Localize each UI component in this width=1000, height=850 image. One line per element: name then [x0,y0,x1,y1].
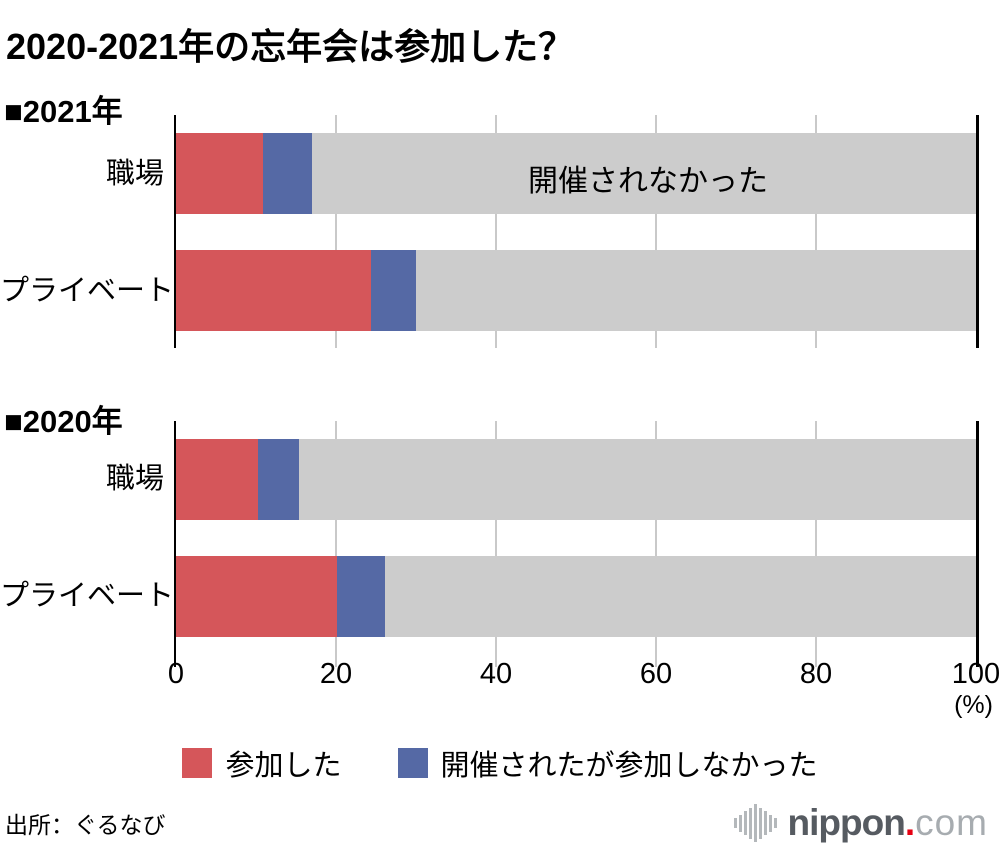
logo-dot: . [904,802,916,843]
gridline-60 [655,115,657,348]
axis-tick-60 [655,653,657,667]
page-title: 2020-2021年の忘年会は参加した？ [6,26,575,68]
axis-tick-label-40: 40 [479,658,513,690]
bar-segment-participated [176,250,372,331]
section-title-2020: ■2020年 [4,403,123,439]
bar-segment-not_held [416,250,976,331]
axis-unit-label: (%) [954,691,993,719]
logo-tld: com [915,802,988,843]
bar-row-0 [176,439,976,520]
nippon-com-logo: nippon . com [733,800,988,846]
legend-swatch-held-not-participated [397,748,428,778]
legend-swatch-participated [182,748,213,778]
bar-segment-held_not_participated [263,133,312,214]
axis-tick-80 [815,653,817,667]
x-axis-ticks [174,653,979,667]
gridline-60 [655,421,657,653]
axis-tick-0 [174,653,176,667]
axis-tick-20 [335,653,337,667]
source-credit: 出所：ぐるなび [5,812,166,838]
axis-tick-label-80: 80 [799,658,833,690]
legend-item-held-not-participated: 開催されたが参加しなかった [397,742,818,784]
legend: 参加した 開催されたが参加しなかった [0,742,1000,784]
gridline-20 [335,115,337,348]
legend-item-participated: 参加した [182,742,342,784]
bar-segment-not_held [299,439,976,520]
gridline-40 [495,115,497,348]
gridline-20 [335,421,337,653]
axis-tick-label-0: 0 [167,658,185,690]
gridline-40 [495,421,497,653]
axis-tick-label-100: 100 [951,658,1000,690]
not-held-annotation: 開催されなかった [528,165,768,198]
bar-segment-not_held [312,133,976,214]
nippon-logo-bars-icon [733,804,777,842]
bar-segment-participated [176,133,264,214]
bar-segment-held_not_participated [371,250,416,331]
bar-segment-held_not_participated [336,556,385,637]
bar-segment-participated [176,439,258,520]
axis-tick-label-20: 20 [319,658,353,690]
gridline-80 [815,115,817,348]
legend-label-held-not-participated: 開催されたが参加しなかった [440,750,818,782]
bar-segment-participated [176,556,337,637]
category-label-2021-private: プライベート [0,275,175,307]
chart-2020-plot [174,421,979,653]
legend-label-participated: 参加した [225,750,342,782]
category-label-2021-workplace: 職場 [105,158,164,190]
axis-tick-40 [495,653,497,667]
bar-row-1 [176,556,976,637]
category-label-2020-private: プライベート [0,580,175,612]
bar-segment-not_held [384,556,976,637]
axis-tick-100 [976,653,979,667]
x-axis-labels: (%) 0 20 40 60 80 100 [168,658,1000,719]
chart-2021-plot: 開催されなかった [174,115,979,348]
section-title-2021: ■2021年 [4,93,123,129]
axis-tick-label-60: 60 [639,658,673,690]
bar-row-0 [176,133,976,214]
category-label-2020-workplace: 職場 [105,463,164,495]
logo-word: nippon [787,802,906,843]
bar-row-1 [176,250,976,331]
gridline-80 [815,421,817,653]
bar-segment-held_not_participated [257,439,300,520]
